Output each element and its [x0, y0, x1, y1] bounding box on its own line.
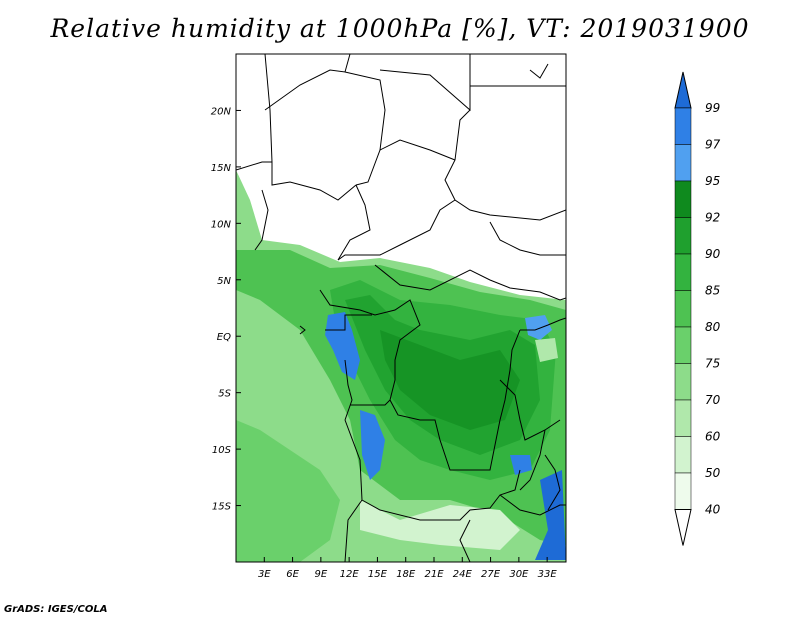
- lat-tick-label: 10S: [212, 445, 232, 456]
- colorbar-label: 75: [705, 357, 720, 371]
- colorbar-label: 60: [705, 430, 721, 444]
- colorbar-label: 40: [705, 503, 721, 517]
- colorbar-label: 90: [705, 247, 721, 261]
- lon-tick-label: 30E: [509, 569, 529, 580]
- lon-tick-label: 6E: [286, 569, 299, 580]
- lon-tick-label: 12E: [340, 569, 360, 580]
- colorbar: 99 97 95 92 90 85 80 75 70 60 50 40: [674, 71, 721, 546]
- colorbar-label: 85: [705, 284, 720, 298]
- lon-tick-label: 15E: [368, 569, 388, 580]
- lon-tick-label: 21E: [424, 569, 444, 580]
- colorbar-label: 50: [705, 466, 721, 480]
- credit-text: GrADS: IGES/COLA: [4, 604, 108, 615]
- lon-tick-label: 24E: [453, 569, 473, 580]
- lat-axis: 20N 15N 10N 5N EQ 5S 10S 15S: [211, 106, 241, 513]
- lat-tick-label: 15S: [212, 502, 232, 513]
- country-borders: [236, 54, 566, 562]
- colorbar-segment: [674, 326, 692, 364]
- lon-tick-label: 27E: [481, 569, 501, 580]
- colorbar-segment: [674, 107, 692, 145]
- colorbar-bottom-arrow: [674, 509, 692, 546]
- colorbar-label: 95: [705, 174, 720, 188]
- colorbar-label: 99: [705, 101, 720, 115]
- map-title: Relative humidity at 1000hPa [%], VT: 20…: [50, 14, 750, 43]
- lon-axis: 3E 6E 9E 12E 15E 18E 21E 24E 27E 30E 33E: [258, 557, 557, 580]
- colorbar-label: 92: [705, 211, 720, 225]
- colorbar-segment: [674, 290, 692, 328]
- lat-tick-label: 10N: [211, 219, 232, 230]
- colorbar-segment: [674, 399, 692, 437]
- colorbar-top-arrow: [674, 71, 692, 109]
- colorbar-segment: [674, 472, 692, 510]
- humidity-field: [236, 54, 566, 562]
- lat-tick-label: 5N: [217, 276, 231, 287]
- colorbar-segment: [674, 217, 692, 255]
- lon-tick-label: 18E: [396, 569, 416, 580]
- colorbar-segment: [674, 253, 692, 291]
- colorbar-label: 97: [705, 138, 721, 152]
- lat-tick-label: EQ: [217, 332, 231, 343]
- colorbar-label: 70: [705, 393, 721, 407]
- colorbar-label: 80: [705, 320, 721, 334]
- lon-tick-label: 9E: [315, 569, 328, 580]
- map-frame: [235, 53, 567, 563]
- lat-tick-label: 5S: [218, 389, 231, 400]
- lon-tick-label: 3E: [258, 569, 271, 580]
- lat-tick-label: 20N: [211, 106, 232, 117]
- lon-tick-label: 33E: [538, 569, 558, 580]
- colorbar-segment: [674, 180, 692, 218]
- colorbar-segment: [674, 363, 692, 401]
- colorbar-segment: [674, 436, 692, 474]
- lat-tick-label: 15N: [211, 163, 232, 174]
- colorbar-segment: [674, 144, 692, 182]
